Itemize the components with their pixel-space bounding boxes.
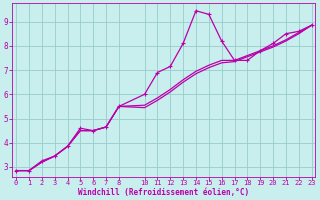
X-axis label: Windchill (Refroidissement éolien,°C): Windchill (Refroidissement éolien,°C) [78, 188, 249, 197]
